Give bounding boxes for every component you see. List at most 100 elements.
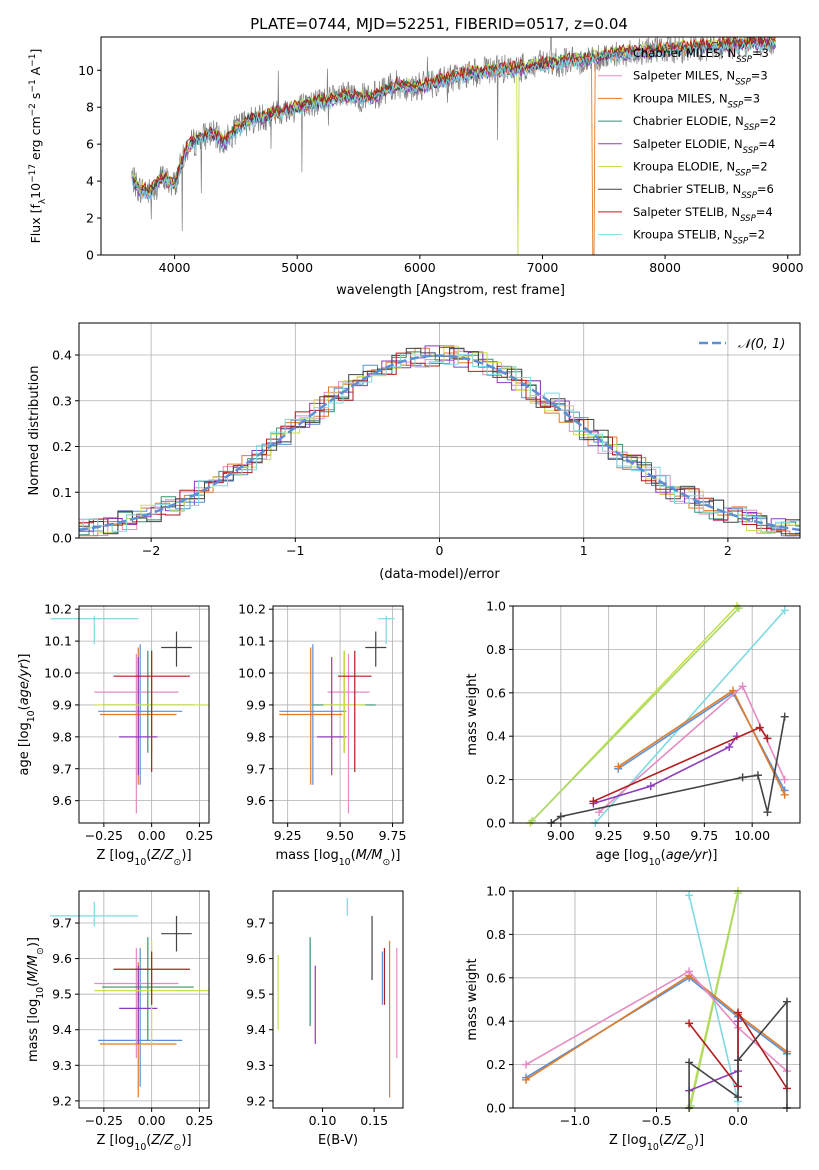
x-tick-label: 0.15: [360, 1113, 388, 1128]
y-axis-label: Normed distribution: [27, 366, 42, 496]
legend: Chabrier MILES, NSSP=3 Salpeter MILES, NS…: [598, 46, 776, 247]
weight-line-1: [531, 607, 740, 822]
y-tick-label: 4: [86, 174, 94, 189]
x-tick-label: 8000: [649, 260, 681, 275]
plus-marker: [614, 762, 623, 771]
y-tick-label: 0.0: [52, 531, 72, 546]
plus-marker: [685, 1019, 694, 1028]
x-tick-label: 0.10: [309, 1113, 337, 1128]
y-tick-label: 9.2: [246, 1093, 266, 1108]
mass-vs-ebv-panel: 0.10 0.15 9.2 9.3 9.4 9.5 9.6 9.7 E(B-V): [246, 890, 404, 1148]
y-axis-label: age [log10(age/yr)]: [17, 653, 37, 775]
plus-marker: [734, 1056, 743, 1065]
y-tick-label: 9.9: [246, 697, 266, 712]
x-tick-label: 10.00: [734, 828, 770, 843]
reference-gaussian-line: [79, 354, 800, 532]
x-axis-label: Z [log10(Z/Z⊙)]: [96, 848, 191, 868]
y-tick-label: 0.3: [52, 393, 72, 408]
y-tick-label: 10.2: [44, 602, 72, 617]
plus-marker: [780, 606, 789, 615]
y-axis-label: mass [log10(M/M⊙)]: [26, 937, 46, 1062]
y-tick-label: 0.4: [486, 729, 506, 744]
y-tick-label: 6: [86, 137, 94, 152]
plus-marker: [763, 734, 772, 743]
legend-label: Salpeter STELIB, NSSP=4: [633, 205, 773, 224]
plus-marker: [522, 1060, 531, 1069]
y-tick-label: 9.2: [52, 1093, 72, 1108]
y-tick-label: 9.4: [246, 1022, 266, 1037]
spectrum-panel: 4000 5000 6000 7000 8000 9000 0 2 4 6 8 10 Chabrier …: [28, 36, 804, 298]
legend-label: 𝒩(0, 1): [738, 337, 785, 352]
weight-line-7: [688, 1009, 788, 1089]
y-tick-label: 1.0: [486, 884, 506, 899]
plus-marker: [755, 723, 764, 732]
x-tick-label: 6000: [404, 260, 436, 275]
y-tick-label: 9.6: [246, 951, 266, 966]
x-tick-label: 0.00: [138, 1113, 166, 1128]
x-tick-label: 9.50: [326, 828, 354, 843]
legend-label: Kroupa MILES, NSSP=3: [633, 91, 760, 110]
x-axis-label: mass [log10(M/M⊙)]: [276, 848, 401, 868]
x-tick-label: 0.25: [186, 828, 214, 843]
x-tick-label: 9000: [772, 260, 804, 275]
x-tick-label: 9.25: [274, 828, 302, 843]
x-axis-label: Z [log10(Z/Z⊙)]: [96, 1133, 191, 1153]
y-tick-label: 9.8: [52, 729, 72, 744]
x-tick-label: −1: [286, 543, 304, 558]
panels: 4000 5000 6000 7000 8000 90000246810Chabrier …: [17, 36, 804, 1153]
plus-marker: [763, 808, 772, 817]
y-tick-label: 9.5: [52, 987, 72, 1002]
weight-line-8: [550, 716, 786, 824]
y-tick-label: 0.1: [52, 485, 72, 500]
x-tick-label: 7000: [527, 260, 559, 275]
legend-label: Chabrier STELIB, NSSP=6: [633, 182, 774, 201]
legend-label: Salpeter ELODIE, NSSP=4: [633, 137, 775, 156]
age-vs-mass-panel: 9.25 9.50 9.75 9.6 9.7 9.8 9.9 10.0 10.1 10.2 mass…: [238, 602, 406, 868]
x-tick-label: 2: [724, 543, 732, 558]
histogram-step-7: [79, 346, 800, 536]
y-tick-label: 0.0: [486, 816, 506, 831]
weight-line-4: [525, 974, 788, 1081]
plus-marker: [556, 812, 565, 821]
y-tick-label: 9.7: [246, 916, 266, 931]
plus-marker: [685, 967, 694, 976]
mass-vs-Z-panel: −0.25 0.00 0.25 9.2 9.3 9.4 9.5 9.6 9.7 Z [log10(…: [26, 890, 213, 1153]
legend-label: Kroupa ELODIE, NSSP=2: [633, 160, 768, 179]
weight-line-6: [593, 735, 738, 805]
spectrum-plot: [131, 37, 776, 255]
y-tick-label: 9.8: [246, 729, 266, 744]
y-tick-label: 0.0: [486, 1101, 506, 1116]
x-tick-label: −1.0: [560, 1113, 590, 1128]
plus-marker: [725, 743, 734, 752]
x-tick-label: 9.50: [643, 828, 671, 843]
x-tick-label: −0.25: [85, 828, 123, 843]
y-tick-label: 9.3: [246, 1058, 266, 1073]
x-tick-label: 4000: [159, 260, 191, 275]
x-tick-label: −0.5: [641, 1113, 671, 1128]
y-tick-label: 9.7: [52, 916, 72, 931]
y-tick-label: 9.6: [52, 793, 72, 808]
x-tick-label: 9.75: [379, 828, 407, 843]
plus-marker: [589, 797, 598, 806]
x-tick-label: −0.25: [85, 1113, 123, 1128]
y-tick-label: 9.6: [246, 793, 266, 808]
plot-frame: [78, 890, 210, 1109]
legend-label: Chabrier ELODIE, NSSP=2: [633, 114, 776, 133]
plus-marker: [780, 775, 789, 784]
histogram-plot: [79, 345, 800, 537]
plus-marker: [522, 1075, 531, 1084]
plot-frame: [78, 605, 210, 824]
x-axis-label: Z [log10(Z/Z⊙)]: [609, 1133, 704, 1153]
y-tick-label: 10.1: [44, 634, 72, 649]
y-tick-label: 0.8: [486, 642, 506, 657]
x-tick-label: 9.75: [690, 828, 718, 843]
y-tick-label: 9.7: [52, 761, 72, 776]
y-tick-label: 0.2: [52, 439, 72, 454]
plus-marker: [738, 773, 747, 782]
x-axis-label: age [log10(age/yr)]: [595, 848, 717, 868]
y-tick-label: 10.0: [44, 666, 72, 681]
model-line-8: [131, 39, 776, 201]
plus-marker: [738, 682, 747, 691]
y-tick-label: 2: [86, 211, 94, 226]
